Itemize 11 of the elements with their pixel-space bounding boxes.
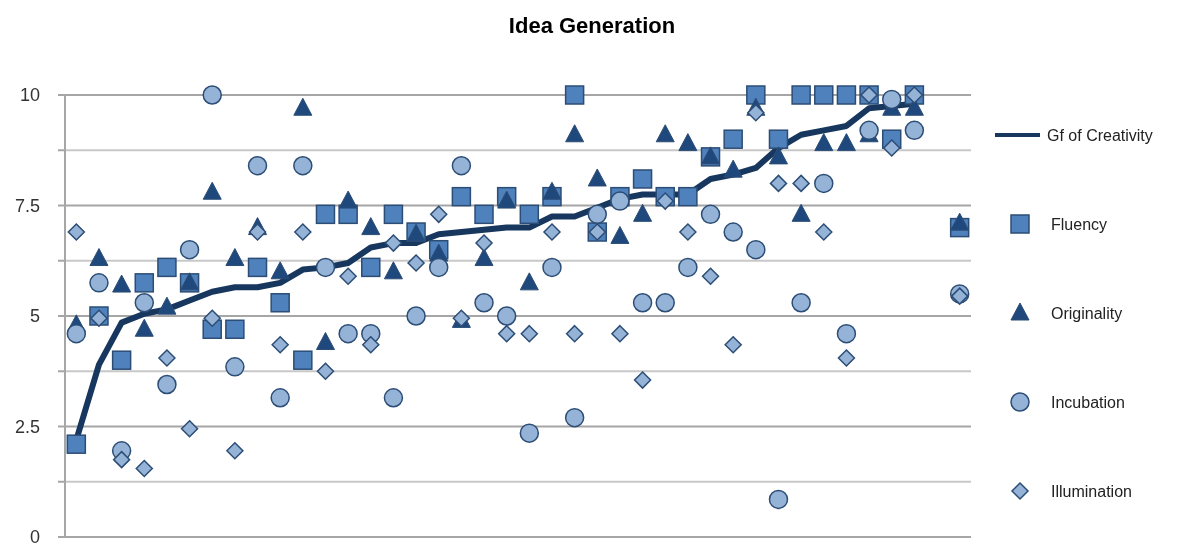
- legend-label: Incubation: [1051, 393, 1125, 411]
- y-tick-label: 2.5: [14, 416, 40, 437]
- legend-label: Illumination: [1051, 482, 1132, 500]
- legend-label: Gf of Creativity: [1047, 126, 1153, 144]
- y-tick-label: 7.5: [14, 195, 40, 216]
- chart-title: Idea Generation: [508, 13, 676, 38]
- y-tick-label: 5: [29, 306, 40, 327]
- legend-label: Fluency: [1051, 215, 1108, 233]
- y-tick-label: 0: [29, 527, 40, 548]
- legend-label: Originality: [1051, 304, 1123, 322]
- y-tick-label: 10: [19, 85, 40, 106]
